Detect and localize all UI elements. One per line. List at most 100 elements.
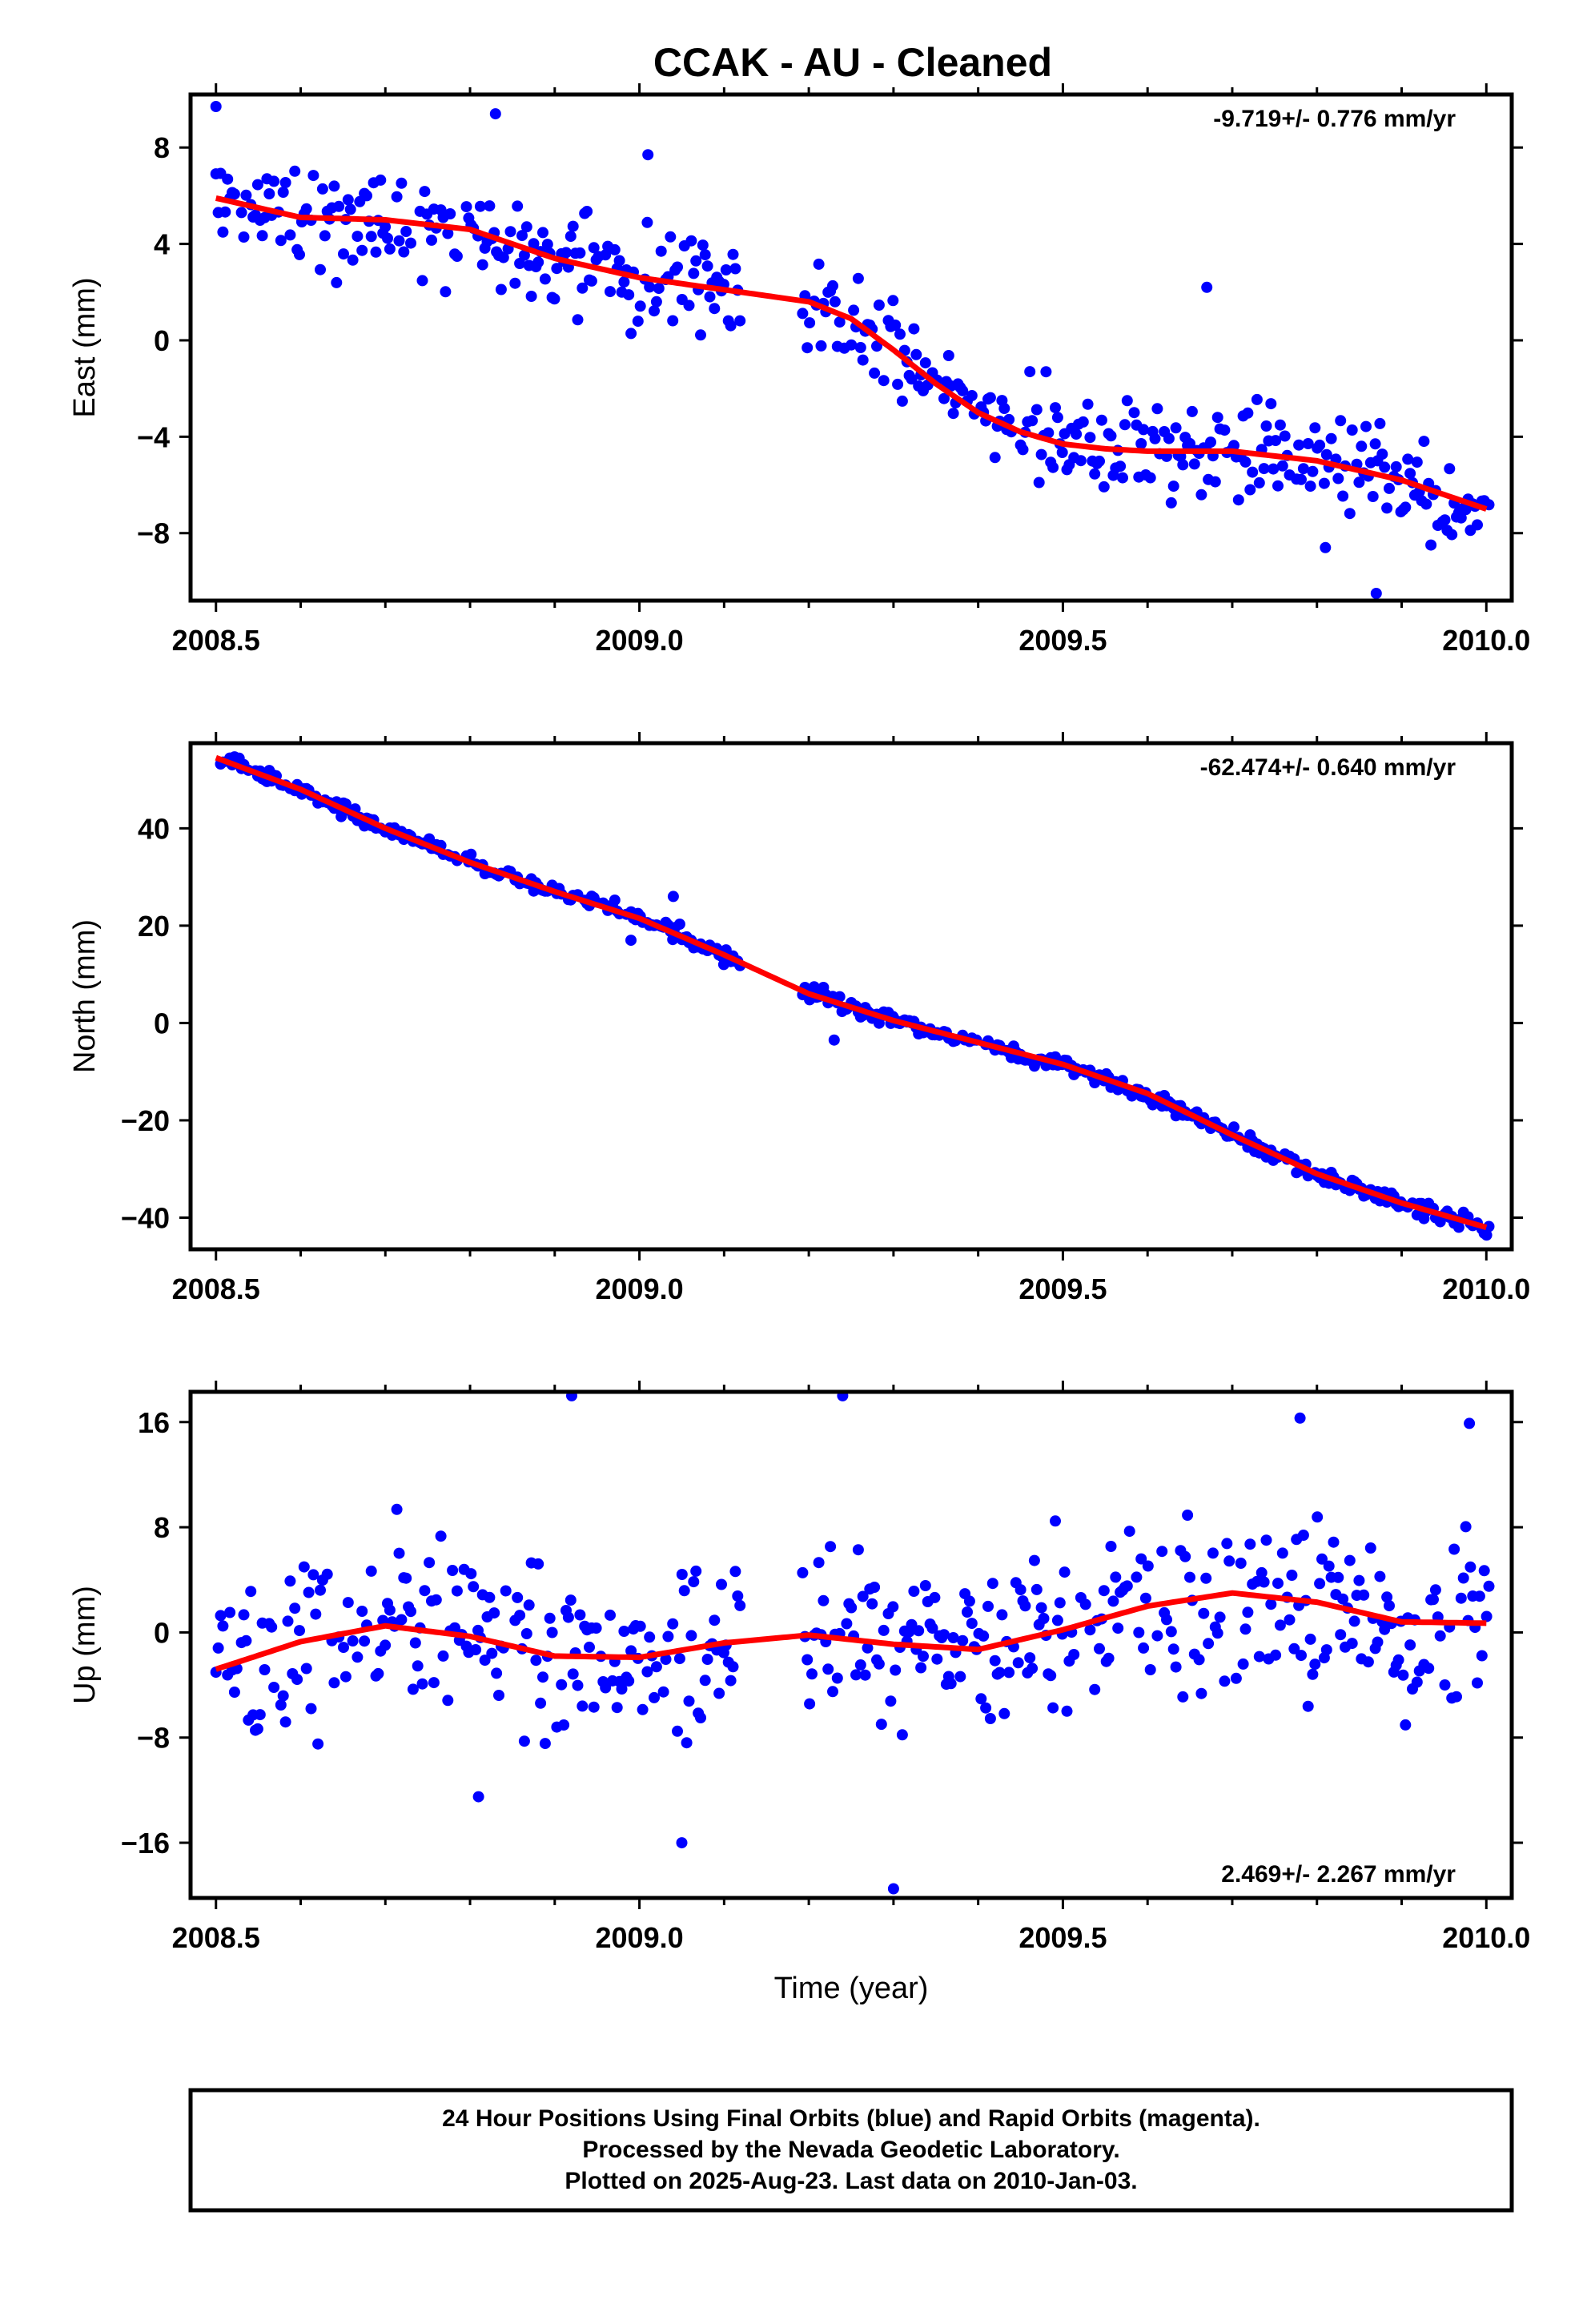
data-point (915, 1662, 927, 1674)
data-point (625, 935, 637, 947)
data-point (1483, 1580, 1495, 1592)
data-point (1051, 412, 1063, 424)
data-point (1211, 1627, 1223, 1639)
data-point (716, 1578, 727, 1590)
data-point (1423, 1663, 1435, 1675)
data-point (282, 1615, 294, 1627)
y-tick-label: −16 (121, 1827, 170, 1860)
data-point (1446, 529, 1458, 541)
data-point (1228, 440, 1239, 452)
data-point (509, 277, 521, 289)
data-point (1316, 1553, 1328, 1565)
data-point (947, 408, 959, 420)
data-point (319, 230, 331, 242)
data-point (1017, 444, 1029, 456)
data-point (1027, 1663, 1039, 1675)
data-point (419, 186, 431, 198)
up-y-axis-label: Up (mm) (68, 1586, 102, 1704)
data-point (217, 226, 229, 238)
data-point (1028, 1554, 1040, 1566)
data-point (854, 1659, 866, 1671)
data-point (316, 183, 328, 195)
data-point (298, 1561, 310, 1573)
data-point (1050, 1515, 1061, 1527)
data-point (806, 1668, 818, 1680)
data-point (1481, 1229, 1493, 1241)
data-point (495, 283, 507, 296)
data-point (657, 1686, 669, 1698)
footer-frame (188, 2088, 1514, 2213)
data-point (957, 384, 969, 396)
data-point (1084, 432, 1096, 444)
north-fit-line (215, 754, 1488, 1231)
data-point (1228, 1121, 1239, 1133)
figure-title: CCAK - AU - Cleaned (653, 40, 1052, 85)
data-point (998, 1707, 1010, 1719)
data-point (827, 279, 838, 292)
data-point (384, 243, 396, 255)
data-point (1112, 1622, 1124, 1634)
data-point (1040, 366, 1052, 378)
data-point (484, 1591, 496, 1603)
data-point (1221, 1538, 1233, 1550)
data-point (1075, 455, 1087, 467)
data-point (572, 1679, 584, 1691)
data-point (1260, 420, 1272, 432)
data-point (616, 1683, 628, 1695)
data-point (361, 190, 372, 202)
data-point (289, 1602, 301, 1614)
data-point (1302, 1700, 1314, 1712)
data-point (1200, 1572, 1212, 1584)
data-point (1444, 463, 1456, 475)
x-tick-label: 2010.0 (1442, 1273, 1530, 1305)
data-point (734, 1599, 746, 1611)
data-point (1434, 1630, 1446, 1642)
data-point (642, 149, 654, 161)
data-point (391, 191, 403, 203)
data-point (1079, 1598, 1091, 1610)
data-point (1244, 1538, 1256, 1550)
data-point (1207, 1547, 1219, 1559)
data-point (966, 390, 978, 401)
data-point (650, 1661, 662, 1673)
data-point (878, 375, 890, 387)
data-point (277, 187, 289, 198)
data-point (581, 206, 593, 217)
data-point (275, 235, 287, 247)
data-point (1297, 1530, 1309, 1541)
data-point (1050, 402, 1061, 414)
data-point (442, 1695, 454, 1707)
data-point (1195, 1687, 1207, 1699)
data-point (484, 200, 496, 212)
up-fit-line (215, 1590, 1487, 1672)
data-point (382, 232, 393, 244)
data-point (407, 1683, 419, 1695)
data-point (673, 919, 685, 930)
data-point (1203, 1638, 1215, 1650)
data-point (468, 1581, 480, 1593)
data-point (486, 1647, 498, 1659)
data-point (1455, 512, 1467, 524)
data-point (1323, 1560, 1335, 1572)
data-point (1320, 448, 1332, 460)
data-point (625, 1645, 637, 1657)
data-point (1439, 514, 1451, 526)
data-point (1031, 1583, 1043, 1595)
data-point (277, 1690, 289, 1702)
data-point (1320, 1644, 1332, 1656)
data-point (929, 1591, 941, 1603)
data-point (1472, 519, 1483, 531)
data-point (634, 300, 646, 312)
data-point (1451, 1691, 1462, 1703)
data-point (1481, 1610, 1493, 1622)
data-point (523, 1599, 535, 1611)
data-point (984, 1713, 996, 1724)
data-point (1369, 438, 1381, 450)
data-point (1384, 1600, 1395, 1612)
footer-line-2: Processed by the Nevada Geodetic Laborat… (582, 2137, 1119, 2163)
data-point (732, 1590, 744, 1602)
data-point (1121, 1580, 1133, 1592)
x-tick-label: 2009.0 (596, 1273, 684, 1305)
data-point (396, 177, 408, 189)
data-point (365, 1565, 377, 1577)
